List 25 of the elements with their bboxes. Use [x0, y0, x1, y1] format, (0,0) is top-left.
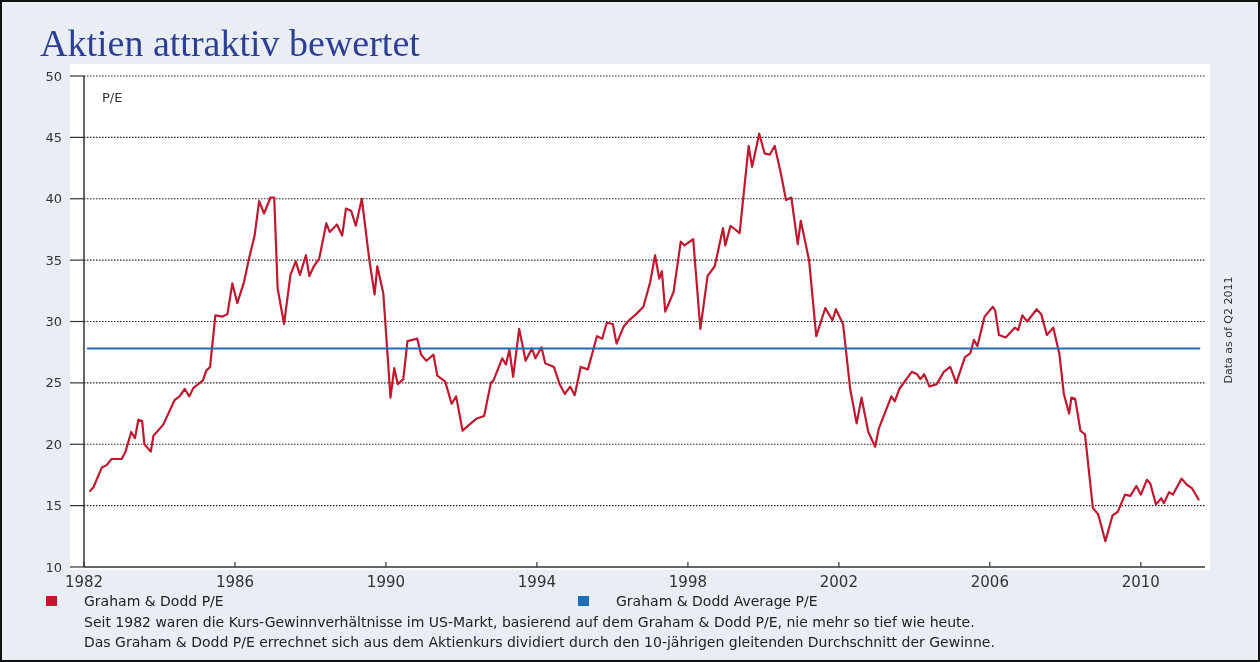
x-tick-label: 2006: [970, 573, 1009, 591]
x-tick-label: 1998: [668, 573, 707, 591]
x-tick-label: 2010: [1121, 573, 1160, 591]
text: Data as of Q2 2011: [1222, 276, 1235, 384]
y-tick-label: 25: [45, 375, 62, 391]
text: Das Graham & Dodd P/E errechnet sich aus dem Aktienkurs dividiert durch den 10-jährigen gleitenden Durchschnitt der Gewinne.: [84, 634, 995, 650]
y-tick-label: 15: [45, 498, 62, 514]
line-series: [88, 132, 1200, 543]
y-tick-label: 20: [45, 436, 62, 452]
text: Seit 1982 waren die Kurs-Gewinnverhältnisse im US-Markt, basierend auf dem Graham & Dodd P/E, nie mehr so tief wie heute.: [84, 614, 975, 630]
y-tick-label: 45: [45, 129, 62, 145]
legend-label: Graham & Dodd P/E: [84, 593, 224, 609]
y-tick-label: 10: [45, 559, 62, 575]
x-tick-label: 1986: [215, 573, 255, 591]
y-axis-title: P/E: [102, 90, 123, 105]
chart-title: Aktien attraktiv bewertet: [40, 22, 421, 64]
x-tick-label: 2002: [819, 573, 858, 591]
y-tick-label: 35: [45, 252, 62, 268]
y-tick-label: 40: [45, 191, 62, 207]
x-tick-label: 1982: [64, 573, 104, 591]
x-tick-label: 1990: [366, 573, 406, 591]
x-tick-label: 1994: [517, 573, 557, 591]
y-tick-label: 50: [45, 68, 62, 84]
legend-label: Graham & Dodd Average P/E: [616, 593, 818, 609]
y-tick-label: 30: [45, 314, 62, 330]
